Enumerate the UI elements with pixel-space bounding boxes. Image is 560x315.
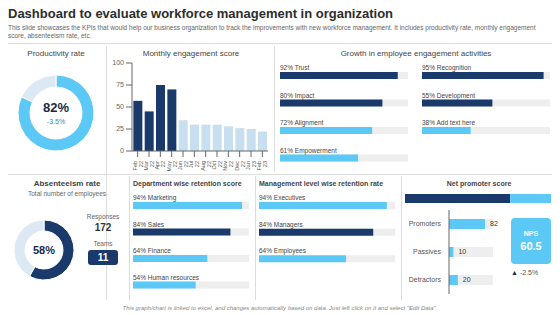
html-text:82%: 82% [43,100,69,116]
svg-text:May22: May22 [166,161,178,171]
html-text:NPS: NPS [523,230,539,237]
svg-text:10: 10 [458,248,466,255]
svg-text:Feb23: Feb23 [256,161,268,170]
svg-text:25: 25 [116,125,124,132]
html-text:Absenteeism rate: Absenteeism rate [33,179,101,188]
html-text:Teams: Teams [93,240,113,247]
svg-text:Feb22: Feb22 [132,161,144,170]
html-text:Productivity rate: Productivity rate [27,49,85,58]
svg-text:0: 0 [120,147,124,154]
svg-text:64% Finance: 64% Finance [133,247,171,254]
html-text:58%: 58% [33,244,55,256]
svg-text:55% Development: 55% Development [422,92,475,100]
svg-text:72% Alignment: 72% Alignment [280,119,324,127]
html-text:This slide showcases the KPIs: This slide showcases the KPIs that would… [8,24,536,39]
html-text:Dashboard to evaluate workforc: Dashboard to evaluate workforce manageme… [8,6,393,21]
svg-text:Detractors: Detractors [409,276,442,283]
svg-text:Nov22: Nov22 [222,161,234,171]
svg-text:Passives: Passives [413,248,442,255]
svg-text:Jul22: Jul22 [188,161,200,168]
svg-text:94% Executives: 94% Executives [259,194,306,201]
svg-text:64% Employees: 64% Employees [259,247,307,255]
html-text:Net promoter score: Net promoter score [446,180,512,187]
html-text:60.5: 60.5 [520,240,542,252]
html-text:Total number of employees: Total number of employees [28,190,106,197]
svg-text:Mar22: Mar22 [143,161,155,171]
html-text:Management level wise retentio: Management level wise retention rate [259,180,384,187]
svg-text:95% Recognition: 95% Recognition [422,64,472,72]
svg-text:50: 50 [116,103,124,110]
html-text:Growth in employee engagement: Growth in employee engagement activities [340,49,492,58]
svg-text:94% Marketing: 94% Marketing [133,194,177,202]
svg-text:61% Empowerment: 61% Empowerment [280,147,337,155]
svg-text:Apr22: Apr22 [154,161,166,170]
svg-text:80% Impact: 80% Impact [280,92,315,100]
svg-text:92% Trust: 92% Trust [280,64,309,71]
svg-text:54% Human resources: 54% Human resources [133,274,200,281]
html-text:11: 11 [97,252,109,263]
svg-text:Aug22: Aug22 [200,161,212,171]
svg-text:Jun22: Jun22 [177,161,189,170]
html-text:Monthly engagement score: Monthly engagement score [142,49,240,58]
svg-text:Oct22: Oct22 [211,161,223,170]
svg-text:84% Managers: 84% Managers [259,221,303,229]
svg-text:38% Add text here: 38% Add text here [422,119,476,126]
html-text:This graph/chart is linked to: This graph/chart is linked to excel, and… [122,305,438,311]
svg-text:Dec22: Dec22 [234,161,246,171]
html-text:172: 172 [94,222,112,233]
html-text:▲ -2.5%: ▲ -2.5% [511,269,539,276]
svg-text:20: 20 [463,276,471,283]
html-text:Responses: Responses [86,213,120,220]
svg-text:100: 100 [112,59,124,66]
html-text:Department wise retention scor: Department wise retention score [133,180,242,187]
html-text:-3.5%: -3.5% [46,117,66,125]
svg-text:Promoters: Promoters [409,220,442,227]
svg-text:75: 75 [116,81,124,88]
svg-text:84% Sales: 84% Sales [133,221,165,228]
svg-text:82: 82 [490,220,498,227]
svg-text:Jan23: Jan23 [245,161,257,170]
